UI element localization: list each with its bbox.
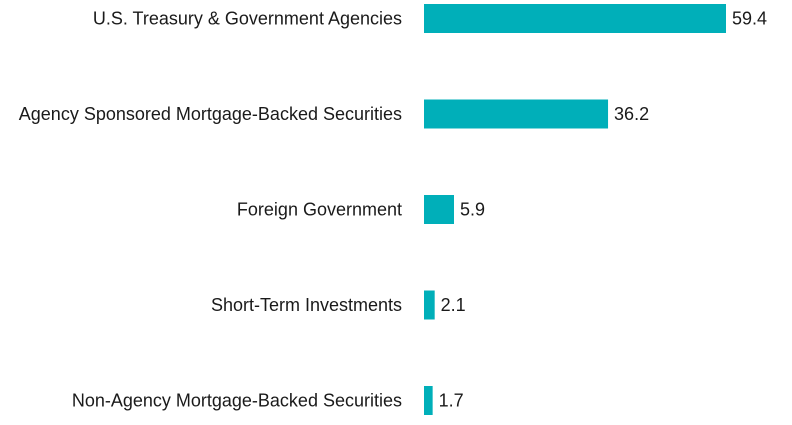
data-label: 59.4 [732, 9, 767, 29]
data-label: 5.9 [460, 200, 485, 220]
bar [424, 290, 435, 320]
data-label: 1.7 [439, 391, 464, 411]
category-label: Foreign Government [237, 200, 402, 220]
data-label: 36.2 [614, 104, 649, 124]
bar [424, 386, 433, 415]
bar [424, 99, 609, 129]
category-label: Short-Term Investments [211, 295, 402, 315]
category-label: Non-Agency Mortgage-Backed Securities [72, 391, 402, 411]
data-label: 2.1 [441, 295, 466, 315]
bar [424, 195, 454, 224]
bar [424, 4, 726, 33]
chart-rows: U.S. Treasury & Government Agencies 59.4 A… [19, 4, 767, 415]
category-label: Agency Sponsored Mortgage-Backed Securit… [19, 104, 402, 124]
category-label: U.S. Treasury & Government Agencies [93, 9, 402, 29]
